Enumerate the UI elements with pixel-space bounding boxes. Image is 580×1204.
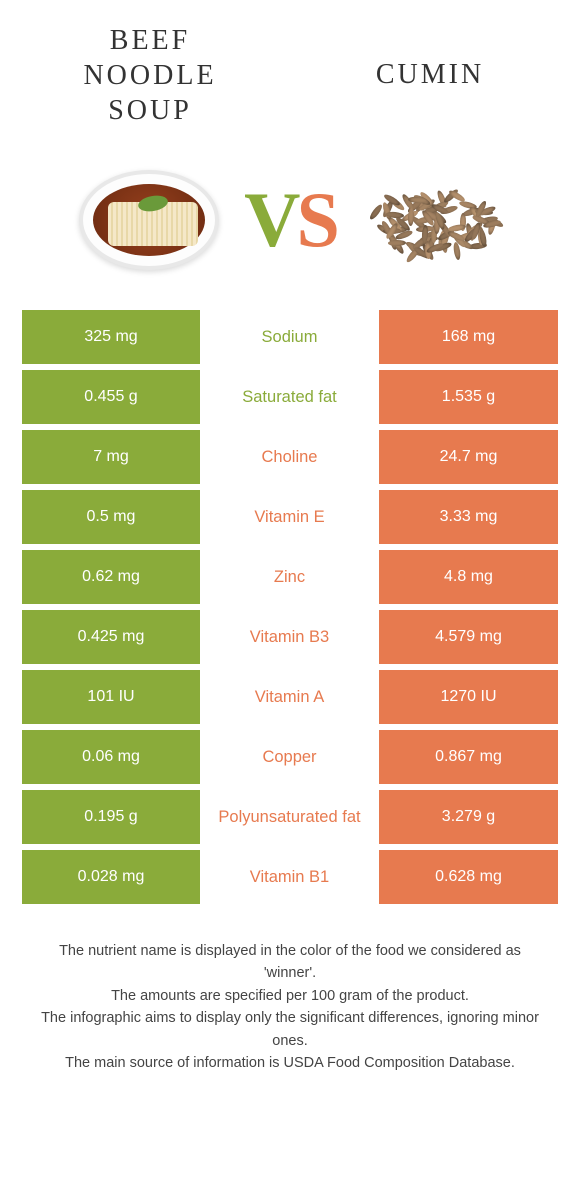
- title-left: Beef Noodle Soup: [50, 23, 250, 128]
- cumin-image: [356, 165, 506, 275]
- vs-label: VS: [244, 175, 336, 265]
- vs-s: S: [296, 175, 335, 265]
- right-value: 1.535 g: [379, 370, 558, 424]
- vs-v: V: [244, 175, 296, 265]
- header-titles: Beef Noodle Soup Cumin: [0, 0, 580, 140]
- left-value: 325 mg: [22, 310, 200, 364]
- right-value: 3.33 mg: [379, 490, 558, 544]
- table-row: 0.455 gSaturated fat1.535 g: [22, 370, 558, 430]
- right-value: 0.867 mg: [379, 730, 558, 784]
- footer-line: The infographic aims to display only the…: [28, 1007, 552, 1029]
- comparison-table: 325 mgSodium168 mg0.455 gSaturated fat1.…: [22, 310, 558, 910]
- left-value: 0.028 mg: [22, 850, 200, 904]
- nutrient-label: Sodium: [200, 310, 379, 364]
- footer-line: 'winner'.: [28, 962, 552, 984]
- right-value: 4.8 mg: [379, 550, 558, 604]
- right-value: 1270 IU: [379, 670, 558, 724]
- table-row: 101 IUVitamin A1270 IU: [22, 670, 558, 730]
- nutrient-label: Vitamin E: [200, 490, 379, 544]
- footer-line: The nutrient name is displayed in the co…: [28, 940, 552, 962]
- table-row: 7 mgCholine24.7 mg: [22, 430, 558, 490]
- left-value: 0.455 g: [22, 370, 200, 424]
- left-value: 0.62 mg: [22, 550, 200, 604]
- right-value: 3.279 g: [379, 790, 558, 844]
- nutrient-label: Choline: [200, 430, 379, 484]
- left-value: 0.195 g: [22, 790, 200, 844]
- left-value: 101 IU: [22, 670, 200, 724]
- nutrient-label: Vitamin B1: [200, 850, 379, 904]
- soup-image: [74, 165, 224, 275]
- left-value: 0.5 mg: [22, 490, 200, 544]
- nutrient-label: Zinc: [200, 550, 379, 604]
- footer-line: The main source of information is USDA F…: [28, 1052, 552, 1074]
- table-row: 0.425 mgVitamin B34.579 mg: [22, 610, 558, 670]
- table-row: 0.5 mgVitamin E3.33 mg: [22, 490, 558, 550]
- table-row: 0.195 gPolyunsaturated fat3.279 g: [22, 790, 558, 850]
- left-value: 0.425 mg: [22, 610, 200, 664]
- right-value: 168 mg: [379, 310, 558, 364]
- footer-notes: The nutrient name is displayed in the co…: [0, 910, 580, 1075]
- nutrient-label: Vitamin A: [200, 670, 379, 724]
- table-row: 325 mgSodium168 mg: [22, 310, 558, 370]
- nutrient-label: Polyunsaturated fat: [200, 790, 379, 844]
- left-value: 7 mg: [22, 430, 200, 484]
- title-right: Cumin: [330, 59, 530, 91]
- right-value: 0.628 mg: [379, 850, 558, 904]
- nutrient-label: Saturated fat: [200, 370, 379, 424]
- table-row: 0.62 mgZinc4.8 mg: [22, 550, 558, 610]
- table-row: 0.028 mgVitamin B10.628 mg: [22, 850, 558, 910]
- right-value: 4.579 mg: [379, 610, 558, 664]
- table-row: 0.06 mgCopper0.867 mg: [22, 730, 558, 790]
- footer-line: The amounts are specified per 100 gram o…: [28, 985, 552, 1007]
- nutrient-label: Vitamin B3: [200, 610, 379, 664]
- image-row: VS: [0, 140, 580, 310]
- nutrient-label: Copper: [200, 730, 379, 784]
- right-value: 24.7 mg: [379, 430, 558, 484]
- left-value: 0.06 mg: [22, 730, 200, 784]
- footer-line: ones.: [28, 1030, 552, 1052]
